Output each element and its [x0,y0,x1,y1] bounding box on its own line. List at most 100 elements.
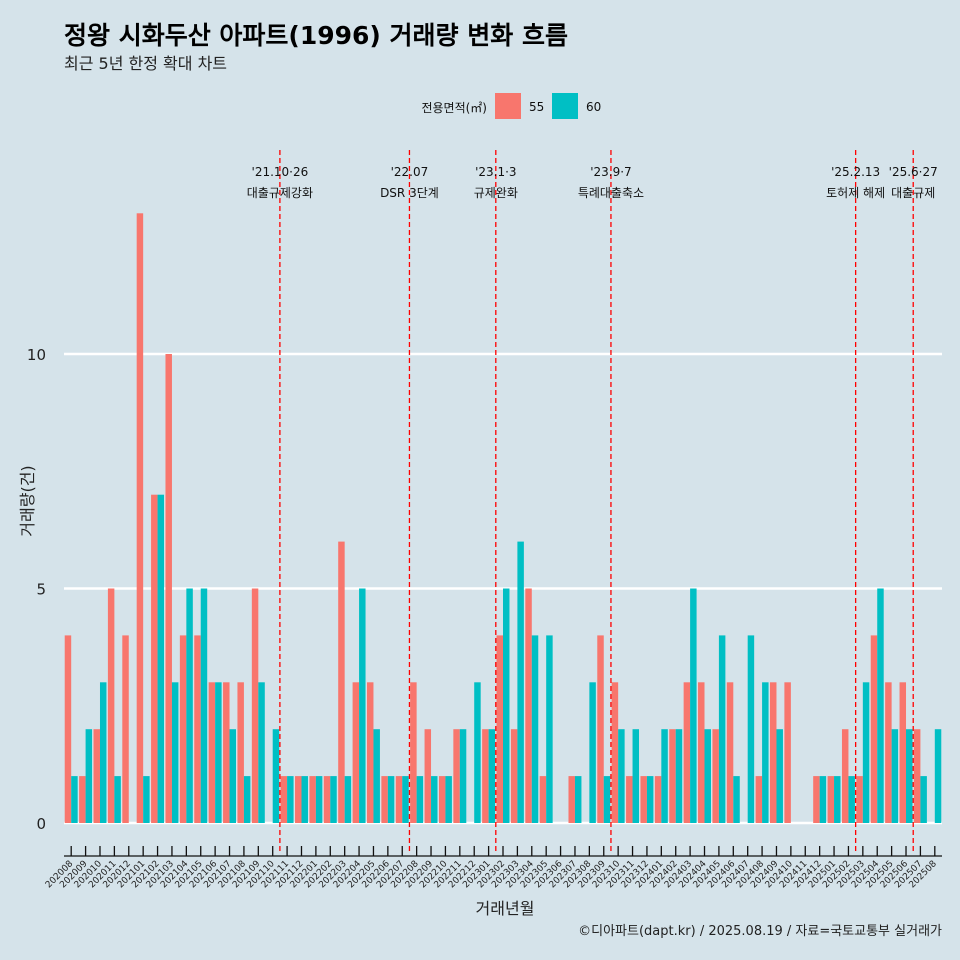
caption: ©디아파트(dapt.kr) / 2025.08.19 / 자료=국토교통부 실… [578,924,942,939]
bar-60-202308 [589,682,596,823]
bar-60-202109 [258,682,265,823]
bar-55-202105 [194,635,201,823]
bar-55-202204 [352,682,360,823]
bar-55-202302 [496,635,503,823]
bar-60-202403 [690,588,697,823]
bar-55-202406 [726,682,734,823]
bar-55-202112 [295,776,302,823]
y-tick-label: 5 [36,581,46,599]
bar-55-202405 [712,729,719,823]
bar-55-202208 [410,682,417,823]
bar-60-202010 [99,682,107,823]
bar-55-202207 [395,776,403,823]
bar-60-202401 [661,729,668,823]
bar-55-202210 [438,776,446,823]
bar-55-202303 [510,729,518,823]
bar-60-202105 [200,588,208,823]
bar-60-202412 [819,776,827,823]
bar-55-202401 [654,776,662,823]
bar-55-202202 [323,776,331,823]
bar-55-202301 [482,729,489,823]
bar-60-202203 [344,776,352,823]
bar-60-202409 [776,729,783,823]
bar-60-202303 [517,541,524,823]
bar-60-202504 [877,588,884,823]
bar-60-202212 [474,682,481,823]
annotation-label: 토허제 해제 [826,186,885,200]
bar-60-202110 [272,729,280,823]
bar-60-202201 [315,776,323,823]
x-axis-label: 거래년월 [476,899,535,918]
bar-60-202304 [531,635,539,823]
bar-60-202107 [229,729,237,823]
legend-title: 전용면적(㎡) [421,101,487,115]
bar-55-202201 [309,776,316,823]
legend-swatch-55 [495,93,521,119]
bar-55-202311 [626,776,633,823]
legend-swatch-60 [552,93,578,119]
bar-55-202504 [870,635,878,823]
bar-55-202203 [338,541,345,823]
bar-55-202404 [698,682,705,823]
bar-55-202409 [769,682,777,823]
annotation-label: DSR 3단계 [380,186,439,200]
bar-60-202011 [114,776,121,823]
bar-55-202506 [899,682,907,823]
bar-60-202301 [488,729,496,823]
bar-55-202310 [611,682,619,823]
bar-60-202101 [143,776,150,823]
bar-60-202501 [834,776,841,823]
annotation-date: '25.6·27 [889,165,938,179]
bar-60-202111 [287,776,294,823]
bar-60-202108 [243,776,251,823]
bar-60-202508 [934,729,942,823]
bar-55-202009 [79,776,86,823]
bar-60-202309 [603,776,611,823]
y-tick-label: 10 [27,346,46,364]
bar-55-202307 [568,776,575,823]
bar-55-202010 [93,729,100,823]
bar-60-202207 [402,776,409,823]
bar-60-202208 [416,776,424,823]
bar-55-202102 [151,494,158,823]
bar-60-202302 [503,588,510,823]
bar-60-202405 [718,635,726,823]
bar-60-202507 [920,776,927,823]
bar-60-202407 [747,635,755,823]
bar-60-202102 [157,494,165,823]
bar-60-202106 [215,682,222,823]
legend-label-55: 55 [529,100,544,114]
bar-55-202209 [424,729,432,823]
bar-60-202202 [330,776,337,823]
bar-55-202503 [856,776,863,823]
annotation-label: 규제완화 [474,186,518,200]
bar-55-202111 [280,776,288,823]
chart-subtitle: 최근 5년 한정 확대 차트 [64,54,227,73]
annotation-date: '22.07 [391,165,429,179]
bar-60-202408 [762,682,769,823]
bar-55-202012 [122,635,129,823]
bar-55-202403 [683,682,691,823]
bar-60-202506 [906,729,913,823]
annotation-date: '25.2.13 [831,165,880,179]
bar-55-202206 [381,776,388,823]
bar-55-202106 [208,682,216,823]
annotation-date: '21.10·26 [252,165,309,179]
bar-60-202312 [646,776,654,823]
bar-60-202103 [171,682,179,823]
bar-55-202008 [64,635,72,823]
bar-55-202011 [107,588,115,823]
bar-60-202210 [445,776,452,823]
bar-55-202304 [525,588,532,823]
bar-60-202505 [891,729,899,823]
bar-60-202009 [85,729,93,823]
bar-60-202211 [459,729,467,823]
x-axis: 2020082020092020102020112020122021012021… [44,846,942,890]
y-tick-label: 0 [36,815,46,833]
bar-55-202108 [237,682,244,823]
legend: 전용면적(㎡) 55 60 [421,93,601,119]
bar-55-202412 [813,776,820,823]
bar-55-202211 [453,729,460,823]
bar-55-202402 [669,729,676,823]
